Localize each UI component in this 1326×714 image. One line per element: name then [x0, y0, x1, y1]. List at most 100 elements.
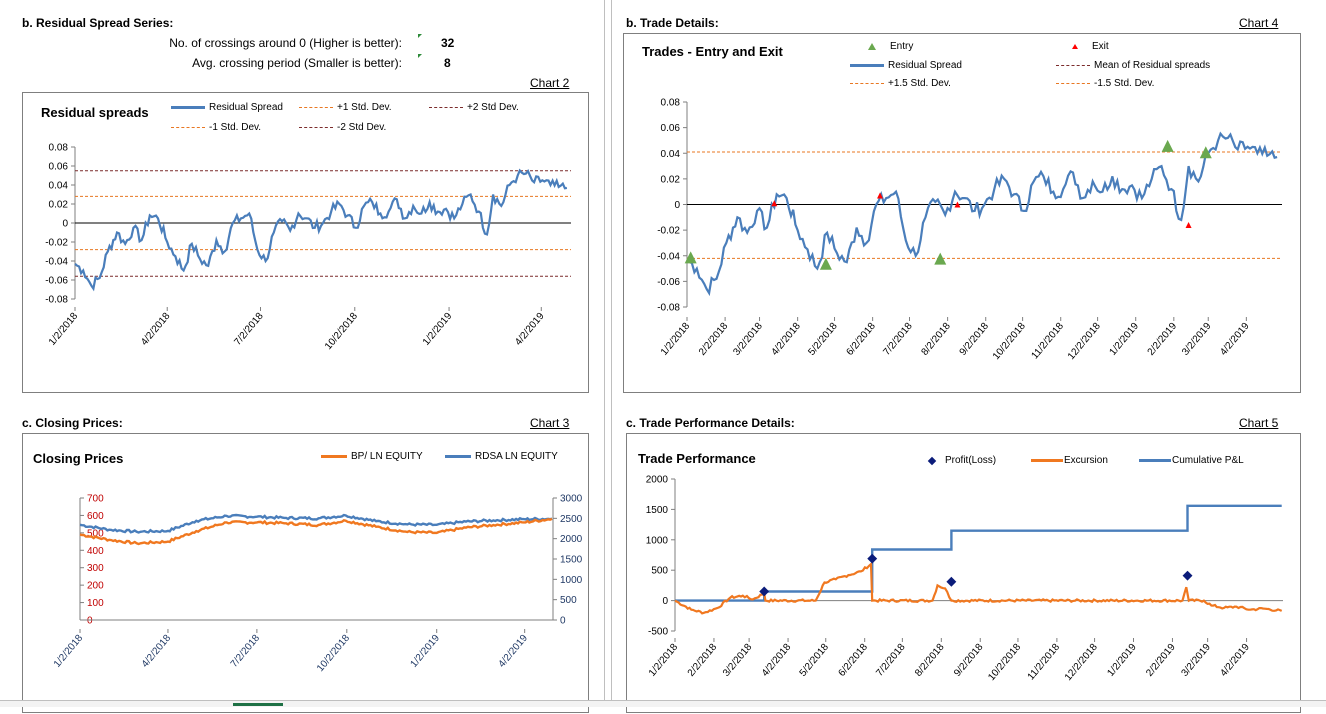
x-tick-label: 1/2/2018	[647, 642, 681, 679]
chart-4-link[interactable]: Chart 4	[1239, 16, 1279, 30]
x-tick-label: 2/2/2018	[697, 321, 731, 358]
x-tick-label: 12/2/2018	[1066, 321, 1103, 362]
y-tick-label: 500	[87, 528, 104, 539]
y-tick-label: -0.08	[657, 303, 680, 314]
legend-cumulative: Cumulative P&L	[1139, 455, 1244, 466]
x-tick-label: 3/2/2018	[731, 321, 765, 358]
chart-title: Residual spreads	[41, 105, 149, 120]
x-tick-label: 1/2/2018	[52, 633, 86, 670]
chart-title: Trade Performance	[638, 451, 756, 466]
column-divider-left	[604, 0, 605, 706]
sheet-tab-strip	[0, 700, 1326, 707]
x-tick-label: 7/2/2018	[229, 633, 263, 670]
x-tick-label: 1/2/2019	[421, 311, 455, 348]
x-tick-label: 3/2/2019	[1179, 642, 1213, 679]
section-title-trade: b. Trade Details:	[626, 16, 719, 30]
y-tick-label: 1000	[646, 535, 669, 546]
y-tick-label: -0.06	[657, 277, 680, 288]
y-tick-label: 100	[87, 598, 104, 609]
x-tick-label: 9/2/2018	[958, 321, 992, 358]
residual-spread-line	[74, 168, 568, 292]
chart-3-link[interactable]: Chart 3	[530, 416, 570, 430]
y-tick-label: -0.04	[657, 251, 680, 262]
cumulative-pnl-line	[675, 504, 1282, 602]
profit-loss-marker	[946, 576, 957, 587]
trades-plot: 0.08 0.06 0.04 0.02 0 -0.02 -0.04 -0.06 -0.08 1/2…	[657, 98, 1282, 362]
rdsa-line	[79, 513, 553, 534]
y-tick-label: 2000	[560, 534, 583, 545]
y-tick-label: 0	[62, 219, 68, 230]
chart-2-link[interactable]: Chart 2	[530, 76, 570, 90]
x-tick-label: 3/2/2018	[721, 642, 755, 679]
entry-marker	[934, 252, 947, 265]
y-tick-label: 0.06	[49, 162, 69, 173]
x-tick-label: 7/2/2018	[881, 321, 915, 358]
y-tick-label: 0	[674, 200, 680, 211]
trade-performance-chart: Trade Performance Profit(Loss) Excursion…	[626, 433, 1301, 713]
entry-marker	[819, 257, 832, 270]
y-tick-label: -0.08	[45, 295, 68, 306]
y-tick-label: 300	[87, 563, 104, 574]
exit-marker	[954, 201, 961, 208]
x-tick-label: 2/2/2019	[1146, 321, 1180, 358]
sheet-tab[interactable]	[233, 703, 283, 706]
y-tick-label: 3000	[560, 494, 583, 505]
residual-plot: 0.08 0.06 0.04 0.02 0 -0.02 -0.04 -0.06 -0.08 1/2…	[45, 143, 571, 352]
legend-profit: Profit(Loss)	[925, 455, 996, 466]
residual-spread-line	[686, 131, 1278, 297]
chart-5-link[interactable]: Chart 5	[1239, 416, 1279, 430]
x-tick-label: 12/2/2018	[1063, 642, 1100, 683]
x-tick-label: 4/2/2018	[760, 642, 794, 679]
x-tick-label: 1/2/2019	[1105, 642, 1139, 679]
y-tick-label: 0	[560, 616, 566, 627]
profit-loss-marker	[867, 553, 878, 564]
section-title-residual: b. Residual Spread Series:	[22, 16, 174, 30]
exit-marker	[877, 192, 884, 199]
x-tick-label: 8/2/2018	[913, 642, 947, 679]
x-tick-label: 4/2/2018	[140, 633, 174, 670]
x-tick-label: 1/2/2018	[47, 311, 81, 348]
entry-marker	[1161, 139, 1174, 152]
y-tick-label: 0.08	[49, 143, 69, 154]
profit-loss-marker	[1182, 570, 1193, 581]
legend-plus1: +1 Std. Dev.	[299, 102, 392, 113]
y-tick-label: 0.06	[661, 123, 681, 134]
crossing-period-label: Avg. crossing period (Smaller is better)…	[192, 56, 402, 70]
chart-title: Trades - Entry and Exit	[642, 44, 783, 59]
section-title-performance: c. Trade Performance Details:	[626, 416, 795, 430]
y-tick-label: 700	[87, 494, 104, 505]
closing-plot: 7006005004003002001000300025002000150010…	[52, 494, 583, 675]
crossings-label: No. of crossings around 0 (Higher is bet…	[169, 36, 402, 50]
y-tick-label: 1500	[646, 505, 669, 516]
y-tick-label: 0	[87, 616, 93, 627]
y-tick-label: 2000	[646, 475, 669, 486]
y-tick-label: 0.02	[661, 174, 681, 185]
x-tick-label: 9/2/2018	[952, 642, 986, 679]
x-tick-label: 3/2/2019	[1180, 321, 1214, 358]
y-tick-label: 1000	[560, 575, 583, 586]
legend-bp: BP/ LN EQUITY	[321, 451, 423, 462]
residual-spreads-chart: Residual spreads Residual Spread +1 Std.…	[22, 92, 589, 393]
x-tick-label: 10/2/2018	[323, 311, 360, 352]
legend-entry: Entry	[864, 41, 913, 52]
y-tick-label: -0.06	[45, 276, 68, 287]
x-tick-label: 4/2/2019	[1218, 642, 1252, 679]
column-divider-right	[611, 0, 612, 706]
x-tick-label: 1/2/2019	[409, 633, 443, 670]
entry-marker	[684, 251, 697, 264]
closing-prices-chart: Closing Prices BP/ LN EQUITY RDSA LN EQU…	[22, 433, 589, 713]
x-tick-label: 11/2/2018	[1029, 321, 1066, 362]
crossings-value: 32	[441, 36, 455, 50]
crossing-period-value: 8	[444, 56, 451, 70]
x-tick-label: 6/2/2018	[837, 642, 871, 679]
y-tick-label: -0.02	[657, 226, 680, 237]
trades-entry-exit-chart: Trades - Entry and Exit Entry Exit Resid…	[623, 33, 1301, 393]
entry-marker	[1199, 146, 1212, 159]
legend-exit: Exit	[1068, 41, 1109, 52]
y-tick-label: 500	[560, 595, 577, 606]
legend-rdsa: RDSA LN EQUITY	[445, 451, 558, 462]
y-tick-label: 0.08	[661, 98, 681, 109]
x-tick-label: 6/2/2018	[844, 321, 878, 358]
exit-marker	[771, 200, 778, 207]
